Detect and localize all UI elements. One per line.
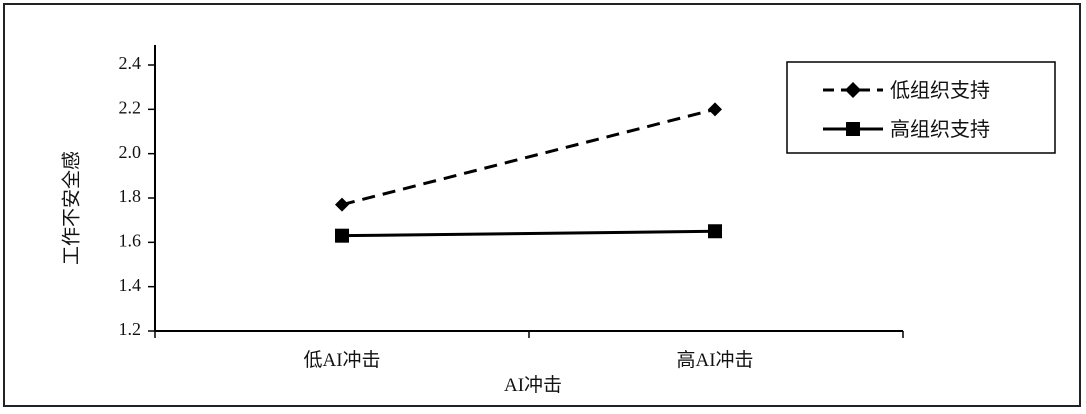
x-axis-title: AI冲击 — [504, 374, 562, 396]
legend-marker-diamond — [845, 82, 861, 98]
y-axis: 1.2 1.4 1.6 1.8 2.0 2.2 2.4 — [119, 45, 156, 339]
y-axis-title: 工作不安全感 — [60, 151, 82, 265]
y-tick-label: 2.4 — [119, 53, 142, 73]
series-layer — [335, 102, 722, 243]
y-tick-label: 1.6 — [119, 230, 142, 250]
y-tick-label: 1.2 — [119, 319, 142, 339]
series-point-square — [708, 224, 722, 239]
legend-label-low-support: 低组织支持 — [890, 79, 990, 102]
y-tick-label: 1.8 — [119, 186, 142, 206]
x-category-label: 高AI冲击 — [676, 349, 753, 371]
x-tick-group: 低AI冲击 高AI冲击 — [154, 331, 904, 371]
series-point-square — [335, 228, 349, 243]
x-category-label: 低AI冲击 — [303, 349, 380, 371]
x-axis: 低AI冲击 高AI冲击 — [154, 330, 904, 371]
y-tick-group: 1.2 1.4 1.6 1.8 2.0 2.2 2.4 — [119, 53, 155, 339]
legend-label-high-support: 高组织支持 — [890, 118, 990, 141]
series-point-diamond — [335, 197, 349, 212]
y-tick-label: 1.4 — [119, 275, 142, 295]
chart-border — [3, 3, 1081, 407]
legend-marker-square — [846, 122, 860, 136]
series-line-0 — [341, 107, 716, 207]
legend: 低组织支持 高组织支持 — [786, 61, 1056, 154]
y-tick-label: 2.0 — [119, 142, 142, 162]
legend-box — [786, 61, 1056, 154]
series-line-1 — [341, 229, 716, 238]
y-tick-label: 2.2 — [119, 97, 142, 117]
series-point-diamond — [708, 102, 722, 117]
